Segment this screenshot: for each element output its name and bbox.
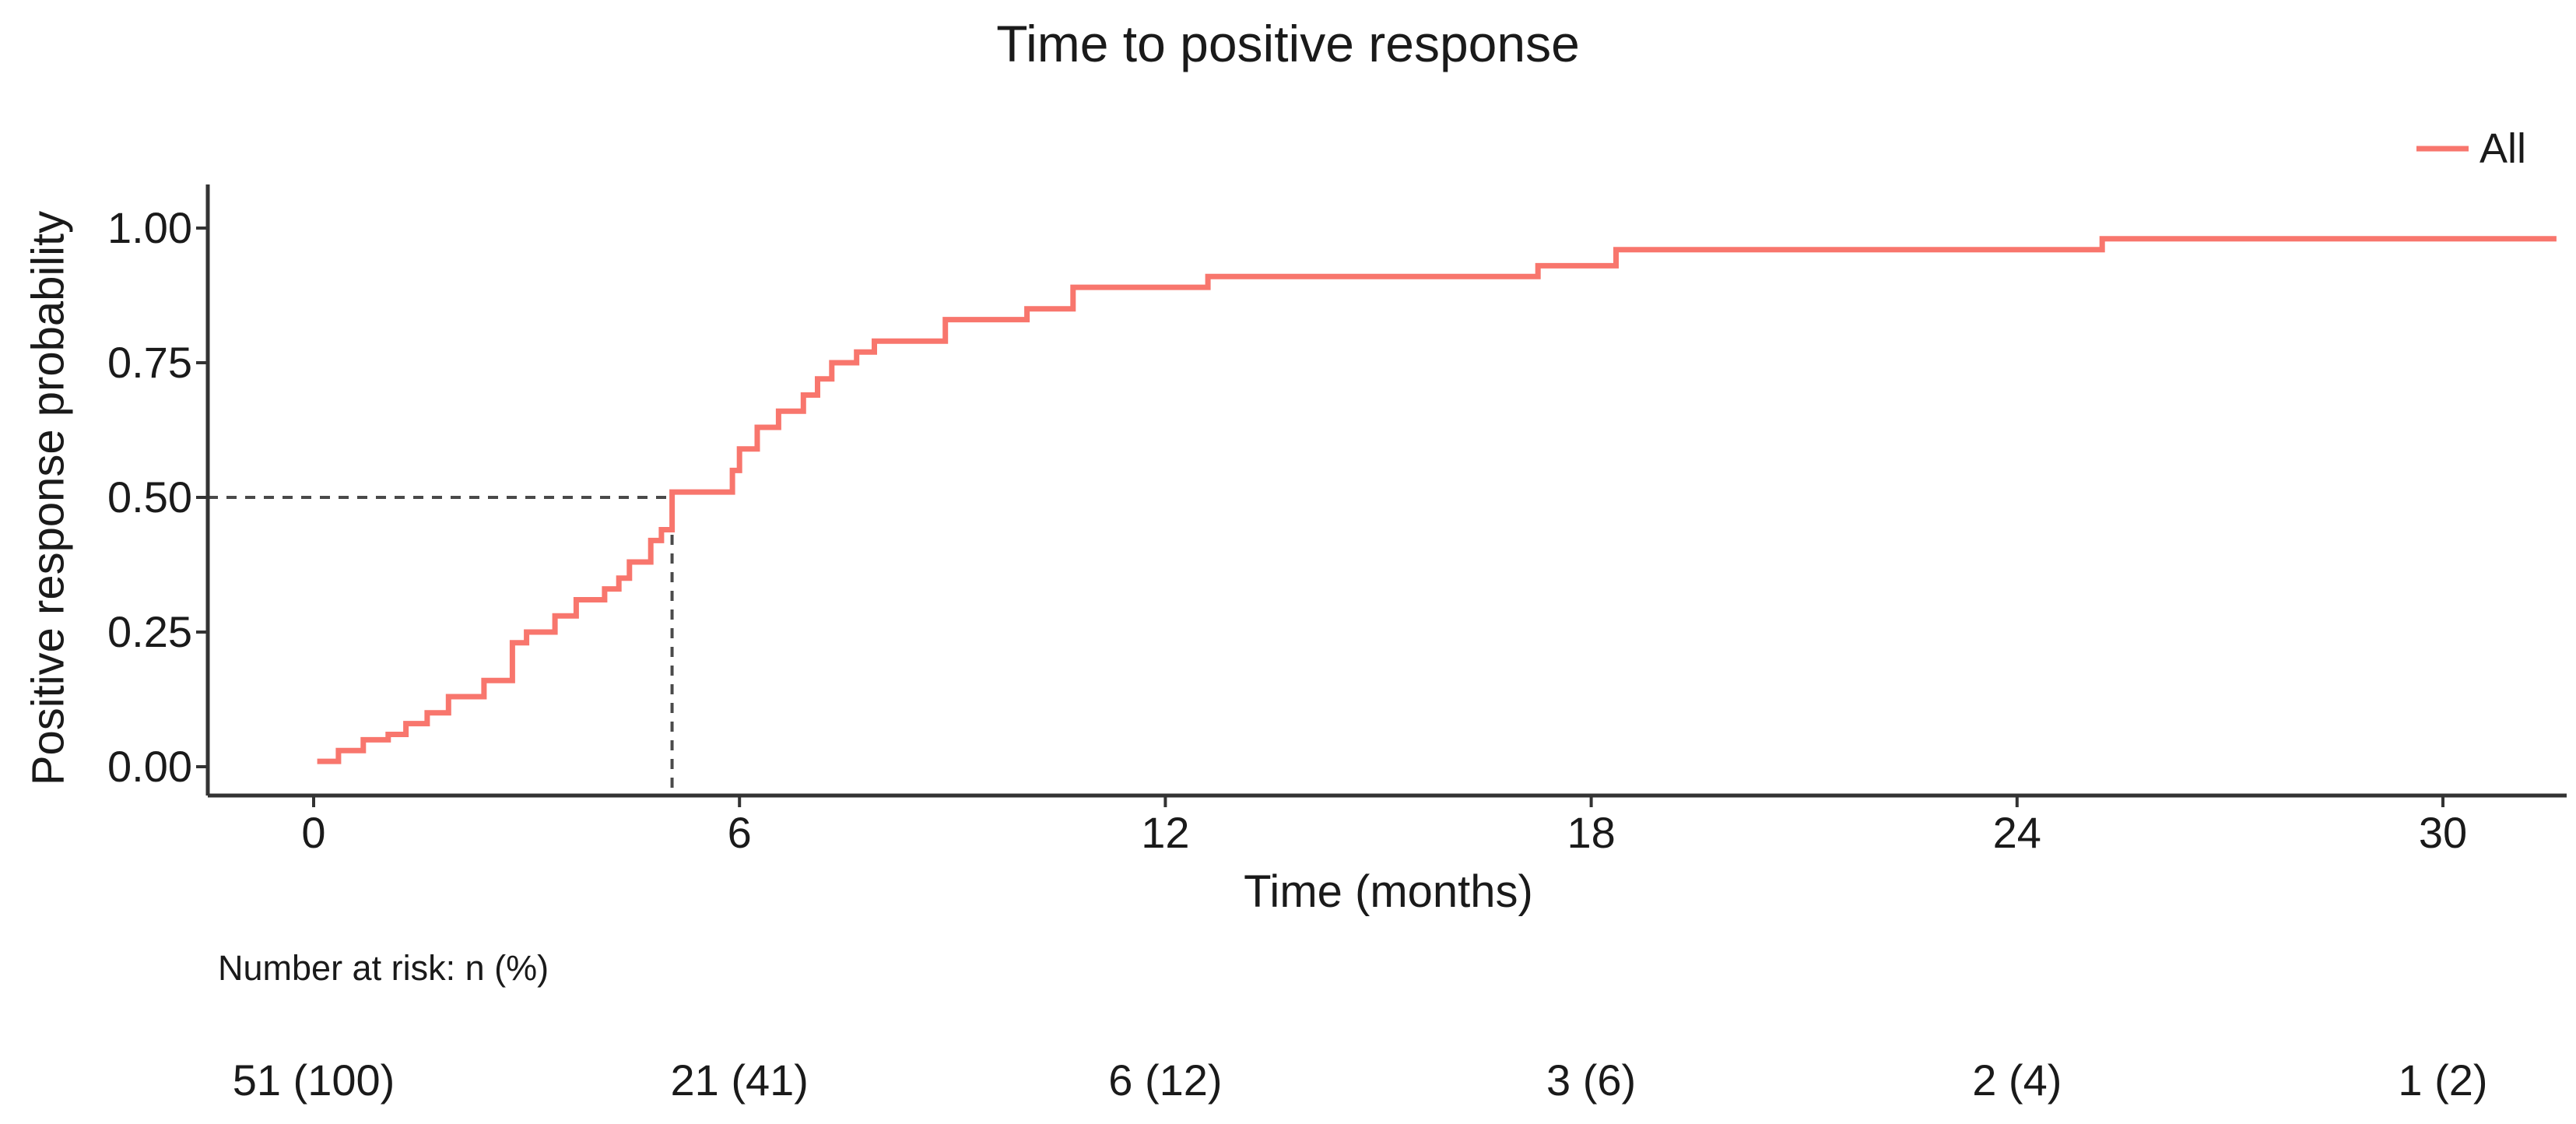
risk-value: 2 (4)	[1972, 1056, 2062, 1105]
x-tick-label: 30	[2418, 808, 2468, 857]
y-tick-label: 0.00	[107, 742, 192, 791]
risk-value: 1 (2)	[2398, 1056, 2488, 1105]
axis-ticks	[196, 227, 2444, 807]
x-axis-title: Time (months)	[1244, 866, 1533, 917]
risk-value: 3 (6)	[1546, 1056, 1637, 1105]
x-tick-label: 6	[727, 808, 752, 857]
y-tick-label: 0.75	[107, 338, 192, 387]
x-tick-label: 12	[1141, 808, 1190, 857]
chart-title: Time to positive response	[996, 15, 1580, 72]
risk-value: 6 (12)	[1108, 1056, 1223, 1105]
x-tick-label: 24	[1992, 808, 2041, 857]
legend-series-label: All	[2479, 125, 2527, 172]
survival-curve	[317, 236, 2557, 764]
x-tick-label: 0	[301, 808, 326, 857]
y-tick-label: 1.00	[107, 203, 192, 252]
risk-value: 51 (100)	[232, 1056, 395, 1105]
y-tick-label: 0.50	[107, 472, 192, 522]
y-tick-label: 0.25	[107, 607, 192, 656]
risk-table-caption: Number at risk: n (%)	[218, 948, 549, 988]
risk-value: 21 (41)	[670, 1056, 809, 1105]
x-tick-label: 18	[1567, 808, 1616, 857]
